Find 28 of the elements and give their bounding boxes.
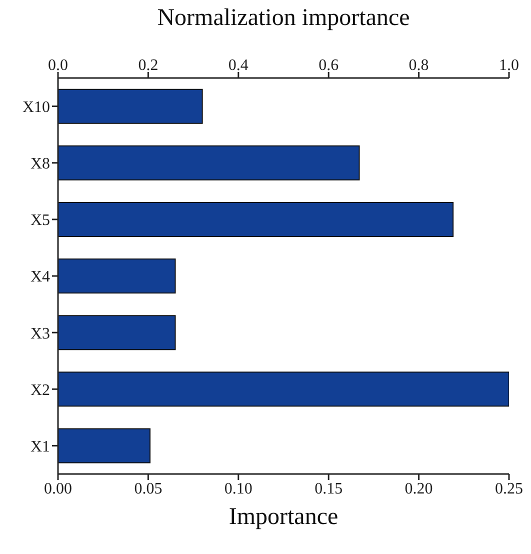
y-tick-label: X4 bbox=[30, 268, 50, 286]
x2-tick-label: 0.6 bbox=[318, 57, 339, 74]
bar bbox=[58, 258, 176, 294]
x2-tick-label: 0.8 bbox=[408, 57, 429, 74]
x-tick-label: 0.05 bbox=[134, 480, 162, 498]
x-tick-label: 0.20 bbox=[404, 480, 433, 498]
y-tick-label: X1 bbox=[30, 438, 50, 456]
bar bbox=[58, 145, 360, 180]
x2-axis-title: Normalization importance bbox=[157, 5, 410, 32]
bar bbox=[58, 428, 151, 464]
bar bbox=[58, 88, 203, 124]
x-tick-label: 0.15 bbox=[314, 480, 343, 498]
y-tick-label: X8 bbox=[30, 156, 50, 173]
x2-tick-label: 0.4 bbox=[228, 57, 248, 74]
y-tick-label: X10 bbox=[22, 98, 50, 116]
y-tick-label: X3 bbox=[30, 325, 50, 342]
y-tick-label: X5 bbox=[30, 212, 50, 230]
bar bbox=[58, 202, 454, 237]
bar bbox=[58, 372, 509, 407]
x-tick-label: 0.00 bbox=[44, 480, 72, 498]
x-tick-label: 0.10 bbox=[224, 480, 252, 498]
y-tick-label: X2 bbox=[30, 382, 50, 399]
x2-tick-label: 1.0 bbox=[499, 57, 519, 74]
x2-tick-label: 0.0 bbox=[48, 57, 68, 74]
x2-tick-label: 0.2 bbox=[138, 57, 158, 74]
x-axis-title: Importance bbox=[228, 504, 338, 530]
x-tick-label: 0.25 bbox=[495, 480, 523, 498]
bar bbox=[58, 315, 176, 350]
